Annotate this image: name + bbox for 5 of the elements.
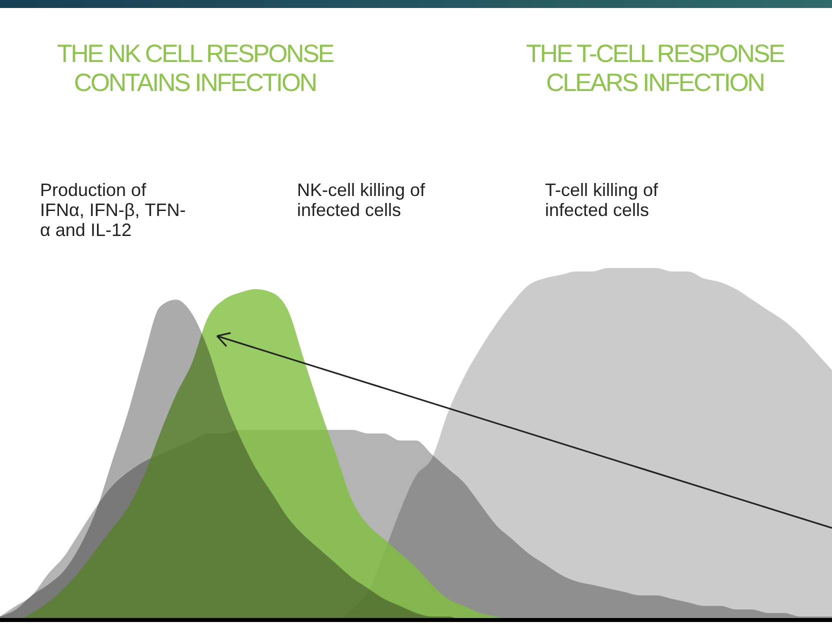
text: THE NK CELL RESPONSE CONTAINS INFECTION: [56, 40, 334, 98]
text: NK-cell killing of infected cells: [297, 180, 426, 220]
text: T-cell killing of infected cells: [545, 180, 660, 220]
text: Production of IFNα, IFN-β, TFN-α and IL-12: [40, 180, 187, 240]
text: THE T-CELL RESPONSE CLEARS INFECTION: [525, 40, 786, 98]
